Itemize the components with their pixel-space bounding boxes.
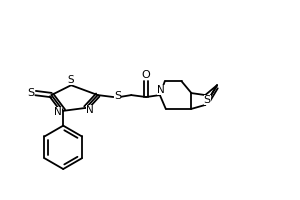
Text: S: S [114,91,121,101]
Text: N: N [86,105,94,115]
Text: N: N [54,107,62,117]
Text: S: S [27,88,34,98]
Text: O: O [142,70,150,80]
Text: S: S [204,95,211,105]
Text: S: S [68,75,74,85]
Text: N: N [157,85,165,95]
